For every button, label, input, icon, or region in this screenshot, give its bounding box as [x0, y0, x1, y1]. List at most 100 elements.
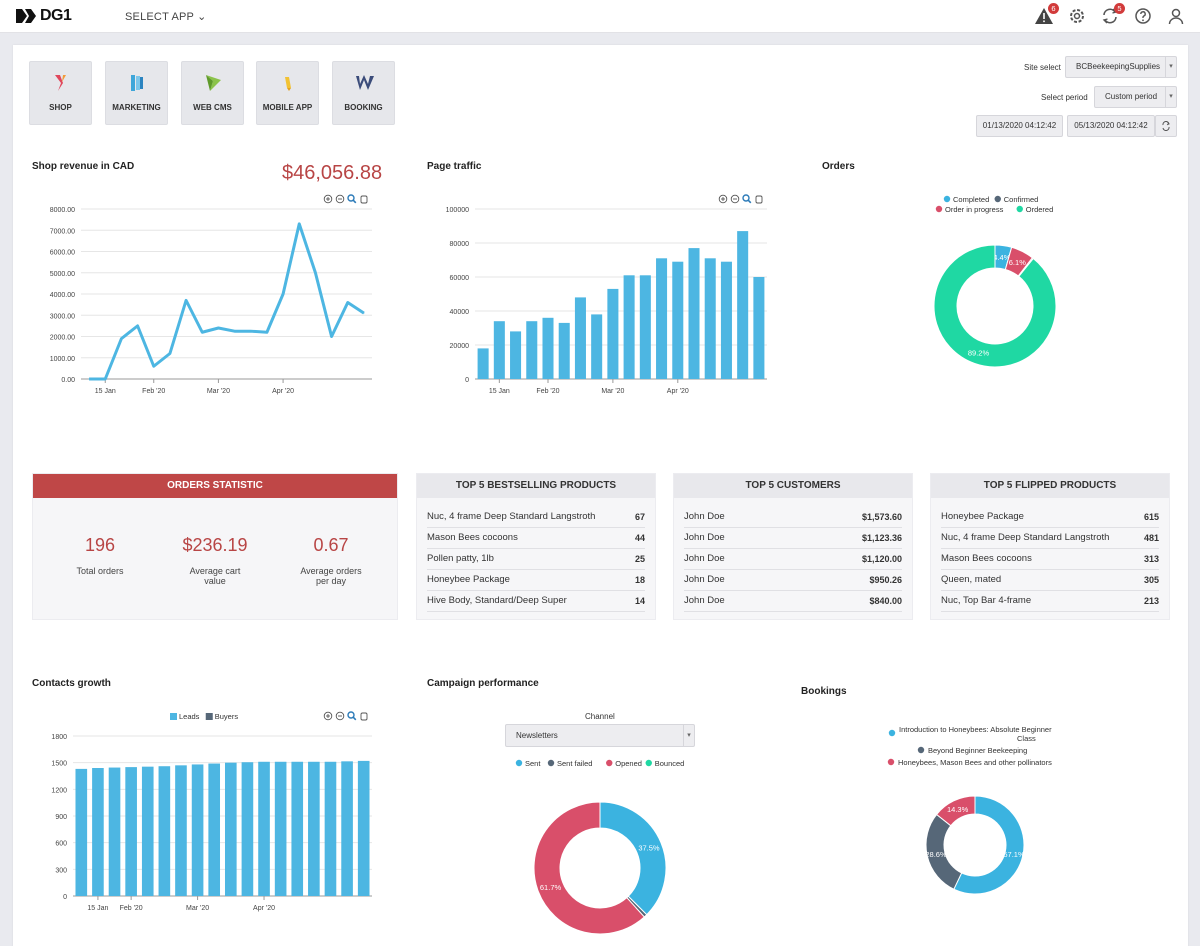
sync-button[interactable]: 5 — [1100, 3, 1125, 26]
user-icon — [1168, 8, 1184, 25]
bar — [141, 766, 154, 896]
product-name: Nuc, 4 frame Deep Standard Langstroth — [427, 511, 596, 522]
legend-label: Completed — [953, 195, 989, 204]
x-tick-label: Mar '20 — [601, 388, 624, 395]
bar — [175, 765, 187, 896]
bar — [656, 258, 668, 379]
product-name: Honeybee Package — [427, 574, 510, 585]
zoom-out-icon[interactable] — [335, 711, 345, 721]
user-button[interactable] — [1166, 6, 1186, 26]
bar — [623, 275, 635, 379]
x-tick-label: Mar '20 — [186, 905, 209, 912]
bar — [191, 764, 204, 896]
contacts-title: Contacts growth — [32, 678, 111, 689]
app-shop-button[interactable]: SHOP — [29, 61, 92, 125]
bar — [324, 761, 337, 896]
app-booking-button[interactable]: BOOKING — [332, 61, 395, 125]
select-app-dropdown[interactable]: SELECT APP ⌄ — [125, 10, 207, 23]
refresh-button[interactable] — [1155, 115, 1177, 137]
marketing-logo-icon — [131, 75, 143, 91]
app-label: BOOKING — [344, 103, 383, 112]
x-tick-label: 15 Jan — [95, 388, 116, 395]
bar — [92, 768, 104, 896]
table-row[interactable]: Honeybee Package 615 — [941, 507, 1159, 528]
alerts-button[interactable]: 6 — [1034, 3, 1059, 26]
legend-label-line: Introduction to Honeybees: Absolute Begi… — [899, 725, 1052, 734]
top-bar: DG1 SELECT APP ⌄ 6 5 — [0, 0, 1200, 33]
legend-swatch — [917, 746, 925, 754]
bar — [542, 317, 554, 379]
contacts-chart: 0 300 600 900 1200 1500 1800 15 Jan Feb '20 Mar '… — [51, 711, 372, 912]
product-count: 213 — [1143, 596, 1159, 606]
bar — [158, 766, 171, 896]
sync-badge: 5 — [1114, 3, 1125, 14]
site-select[interactable]: BCBeekeepingSupplies ▾ — [1065, 56, 1177, 78]
x-tick-label: 15 Jan — [87, 905, 108, 912]
zoom-in-icon-ring — [323, 711, 333, 721]
app-marketing-button[interactable]: MARKETING — [105, 61, 168, 125]
legend-swatch — [170, 713, 177, 720]
y-tick-label: 300 — [55, 867, 67, 874]
x-tick-label: Apr '20 — [253, 905, 275, 912]
bar — [607, 288, 619, 379]
stat-label: Average orders per day — [300, 566, 362, 586]
zoom-in-icon[interactable] — [323, 711, 333, 721]
pie-slice — [599, 801, 667, 916]
help-button[interactable] — [1133, 6, 1153, 26]
table-row[interactable]: John Doe $840.00 — [684, 591, 902, 612]
site-select-label: Site select — [1024, 63, 1061, 72]
top-customers-card: TOP 5 CUSTOMERS John Doe $1,573.60 John D… — [673, 473, 913, 620]
magnify-icon[interactable] — [347, 194, 357, 204]
legend-swatch — [645, 759, 652, 767]
channel-select[interactable]: Newsletters ▾ — [505, 724, 695, 747]
top-flipped-card: TOP 5 FLIPPED PRODUCTS Honeybee Package 6… — [930, 473, 1170, 620]
logo[interactable]: DG1 — [16, 7, 72, 25]
table-row[interactable]: Mason Bees cocoons 44 — [427, 528, 645, 549]
date-from-input[interactable]: 01/13/2020 04:12:42 — [976, 115, 1063, 137]
table-row[interactable]: John Doe $1,120.00 — [684, 549, 902, 570]
legend-swatch — [606, 759, 613, 767]
table-row[interactable]: Nuc, 4 frame Deep Standard Langstroth 481 — [941, 528, 1159, 549]
table-row[interactable]: Queen, mated 305 — [941, 570, 1159, 591]
magnify-icon[interactable] — [742, 194, 752, 204]
magnify-ring — [347, 711, 355, 719]
pan-icon[interactable] — [755, 195, 763, 204]
legend-label-line: Beyond Beginner Beekeeping — [928, 746, 1027, 755]
bar — [75, 768, 88, 896]
table-row[interactable]: Mason Bees cocoons 313 — [941, 549, 1159, 570]
zoom-in-icon[interactable] — [718, 194, 728, 204]
magnify-ring — [742, 194, 750, 202]
zoom-out-icon[interactable] — [730, 194, 740, 204]
table-row[interactable]: Hive Body, Standard/Deep Super 14 — [427, 591, 645, 612]
data-point — [201, 331, 203, 333]
legend-swatch — [515, 759, 523, 767]
period-select[interactable]: Custom period ▾ — [1094, 86, 1177, 108]
bar — [704, 258, 716, 379]
stat-label: Average cart value — [189, 566, 241, 586]
table-row[interactable]: John Doe $1,573.60 — [684, 507, 902, 528]
date-to-input[interactable]: 05/13/2020 04:12:42 — [1067, 115, 1155, 137]
table-row[interactable]: John Doe $950.26 — [684, 570, 902, 591]
product-name: Hive Body, Standard/Deep Super — [427, 595, 567, 606]
data-point — [250, 330, 252, 332]
bar — [308, 761, 320, 896]
customer-name: John Doe — [684, 553, 725, 564]
pan-icon[interactable] — [360, 712, 368, 721]
bar — [574, 297, 586, 379]
magnify-icon[interactable] — [347, 711, 357, 721]
customer-total: $1,120.00 — [861, 554, 902, 564]
app-webcms-button[interactable]: WEB CMS — [181, 61, 244, 125]
zoom-out-icon[interactable] — [335, 194, 345, 204]
slice-label: 14.3% — [947, 805, 969, 814]
stat-average-orders: 0.67 Average orders per day — [281, 535, 381, 586]
table-row[interactable]: Nuc, 4 frame Deep Standard Langstroth 67 — [427, 507, 645, 528]
zoom-in-icon[interactable] — [323, 194, 333, 204]
y-tick-label: 900 — [55, 814, 67, 821]
table-row[interactable]: Pollen patty, 1lb 25 — [427, 549, 645, 570]
table-row[interactable]: Honeybee Package 18 — [427, 570, 645, 591]
table-row[interactable]: John Doe $1,123.36 — [684, 528, 902, 549]
pan-icon[interactable] — [360, 195, 368, 204]
table-row[interactable]: Nuc, Top Bar 4-frame 213 — [941, 591, 1159, 612]
app-mobile-button[interactable]: MOBILE APP — [256, 61, 319, 125]
settings-button[interactable] — [1067, 6, 1087, 26]
